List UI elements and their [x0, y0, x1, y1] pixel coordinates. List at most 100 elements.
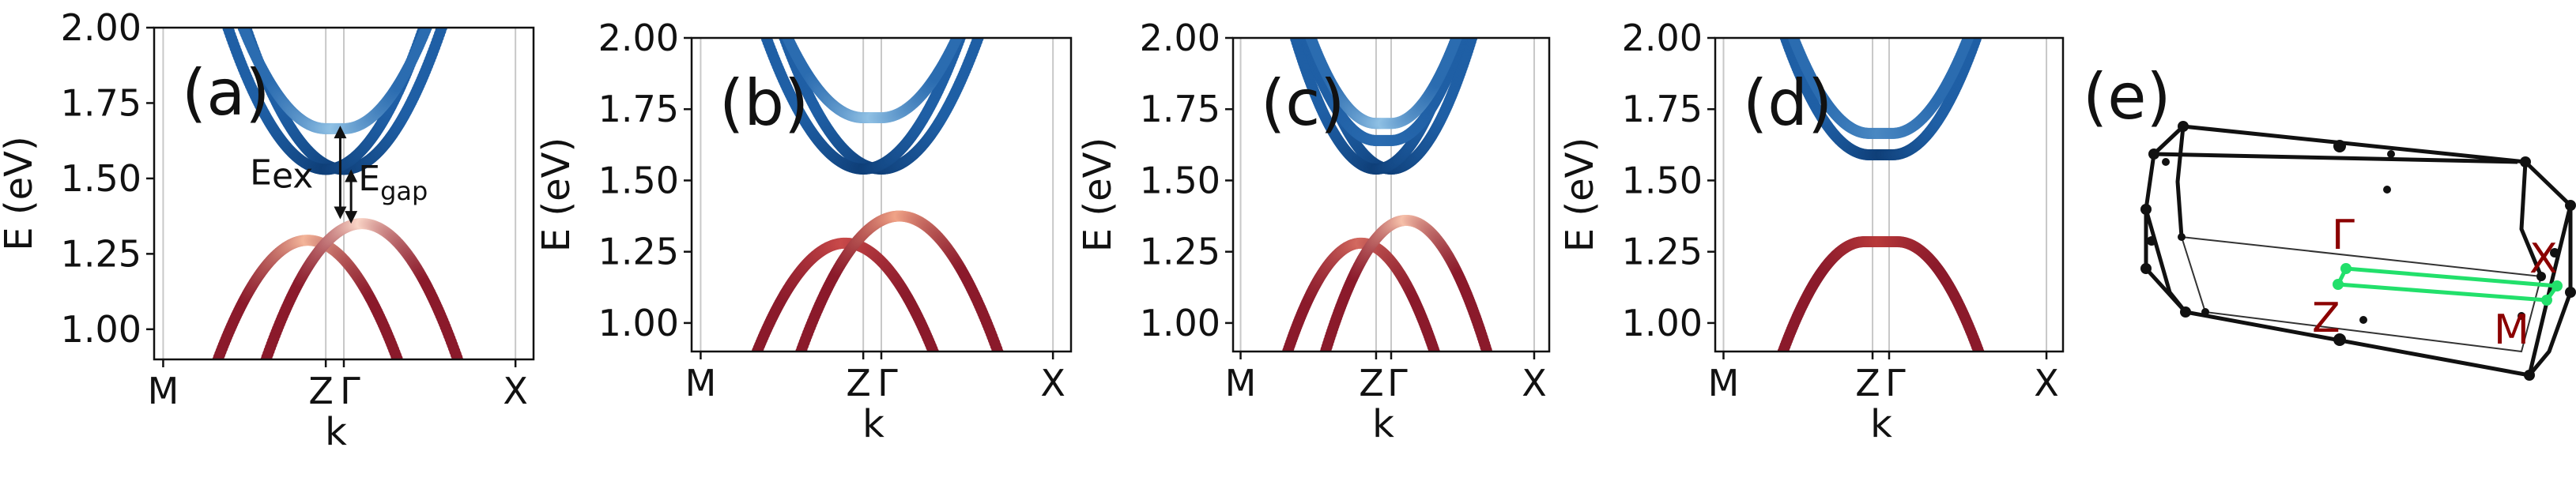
band-point [1318, 354, 1329, 365]
band-point [956, 22, 967, 33]
band-point [1292, 38, 1296, 39]
band-point [232, 8, 243, 19]
y-tick-label: 1.50 [1140, 159, 1220, 201]
band-point [1778, 26, 1789, 37]
band-point [1303, 26, 1314, 37]
x-tick-label: X [1522, 362, 1547, 404]
band-point [758, 24, 769, 35]
band-point [957, 19, 968, 30]
band-point [209, 364, 220, 375]
bz-vertex [2201, 308, 2209, 316]
panel-label: (d) [1743, 66, 1832, 140]
band-point [1295, 21, 1306, 32]
x-tick-label: X [503, 370, 528, 412]
bz-vertex [2524, 370, 2535, 381]
panel-label: (b) [719, 66, 809, 140]
y-tick-label: 1.00 [61, 308, 141, 351]
y-axis-label: E (eV) [1558, 137, 1602, 252]
x-tick-label: X [1040, 362, 1065, 404]
valence-band [1317, 214, 1493, 368]
band-point [424, 16, 435, 27]
x-tick-label: M [148, 370, 179, 412]
bz-vertex [2565, 287, 2576, 298]
band-point [1288, 24, 1299, 35]
band-point [1974, 21, 1986, 32]
band-point [932, 355, 943, 367]
valence-band [790, 210, 1004, 370]
band-point [439, 12, 451, 23]
band-point [1302, 23, 1313, 34]
band-point [1286, 21, 1297, 32]
band-point [393, 356, 404, 359]
x-axis-label: k [1870, 402, 1892, 446]
band-point [1302, 23, 1313, 34]
y-tick-label: 1.25 [1622, 231, 1703, 273]
y-tick-label: 1.50 [61, 157, 141, 200]
band-point [1296, 23, 1307, 34]
bz-path-point [2541, 295, 2552, 306]
brillouin-zone-panel: (e) [2083, 60, 2576, 381]
band-point [1454, 25, 1465, 36]
x-axis-label: k [1372, 402, 1394, 446]
bz-path-segment [2337, 282, 2548, 303]
conduction-band [758, 18, 971, 175]
bz-label-gamma: Γ [2332, 212, 2355, 259]
band-point [1470, 20, 1481, 31]
band-point [1469, 26, 1480, 37]
band-point [959, 21, 970, 32]
arrow-head [345, 211, 358, 224]
band-point [255, 369, 266, 380]
y-axis-label: E (eV) [534, 137, 579, 252]
bz-vertex [2178, 233, 2186, 241]
band-point [1773, 358, 1784, 369]
y-tick-label: 1.25 [61, 232, 141, 275]
band-point [1482, 348, 1493, 352]
band-point [779, 25, 790, 36]
band-point [1486, 351, 1491, 352]
band-point [763, 38, 766, 39]
band-point [1775, 352, 1786, 363]
annotation-eex: Eex [250, 153, 313, 197]
band-point [1317, 357, 1328, 368]
bands [209, 7, 464, 380]
band-point [1301, 21, 1312, 32]
panel-label: (e) [2083, 60, 2171, 133]
band-point [421, 13, 432, 24]
bz-edge [2144, 124, 2573, 378]
bz-edge [2181, 236, 2542, 277]
band-point [1454, 22, 1465, 33]
band-point [1968, 18, 1979, 29]
x-tick-label: Z [308, 370, 334, 412]
band-point [790, 359, 801, 370]
y-tick-label: 1.00 [598, 302, 679, 344]
bz-label-z: Z [2312, 295, 2340, 342]
bz-edge [2527, 205, 2573, 376]
y-tick-label: 1.50 [598, 159, 679, 201]
band-point [960, 18, 971, 29]
band-point [1775, 355, 1786, 366]
x-tick-label: Z [1855, 362, 1880, 404]
band-point [441, 8, 452, 19]
band-point [1977, 355, 1988, 367]
band-point [1784, 22, 1795, 33]
band-point [933, 359, 944, 370]
arrow-head [345, 169, 358, 182]
band-point [427, 7, 438, 18]
y-tick-label: 2.00 [598, 17, 679, 59]
band-point [1783, 19, 1794, 30]
bz-path-points [2333, 263, 2563, 306]
y-tick-label: 1.50 [1622, 159, 1703, 201]
bands [1281, 20, 1493, 368]
bz-edge [2153, 152, 2518, 164]
bz-vertex [2383, 186, 2391, 194]
x-tick-label: Γ [340, 370, 360, 412]
y-tick-label: 1.25 [598, 231, 679, 273]
bands [1773, 18, 1988, 369]
bz-vertex [2565, 200, 2576, 211]
band-point [774, 19, 785, 30]
bz-vertex [2520, 156, 2531, 167]
band-point [422, 10, 433, 21]
y-axis-label: E (eV) [1076, 137, 1120, 252]
band-point [1459, 25, 1470, 36]
